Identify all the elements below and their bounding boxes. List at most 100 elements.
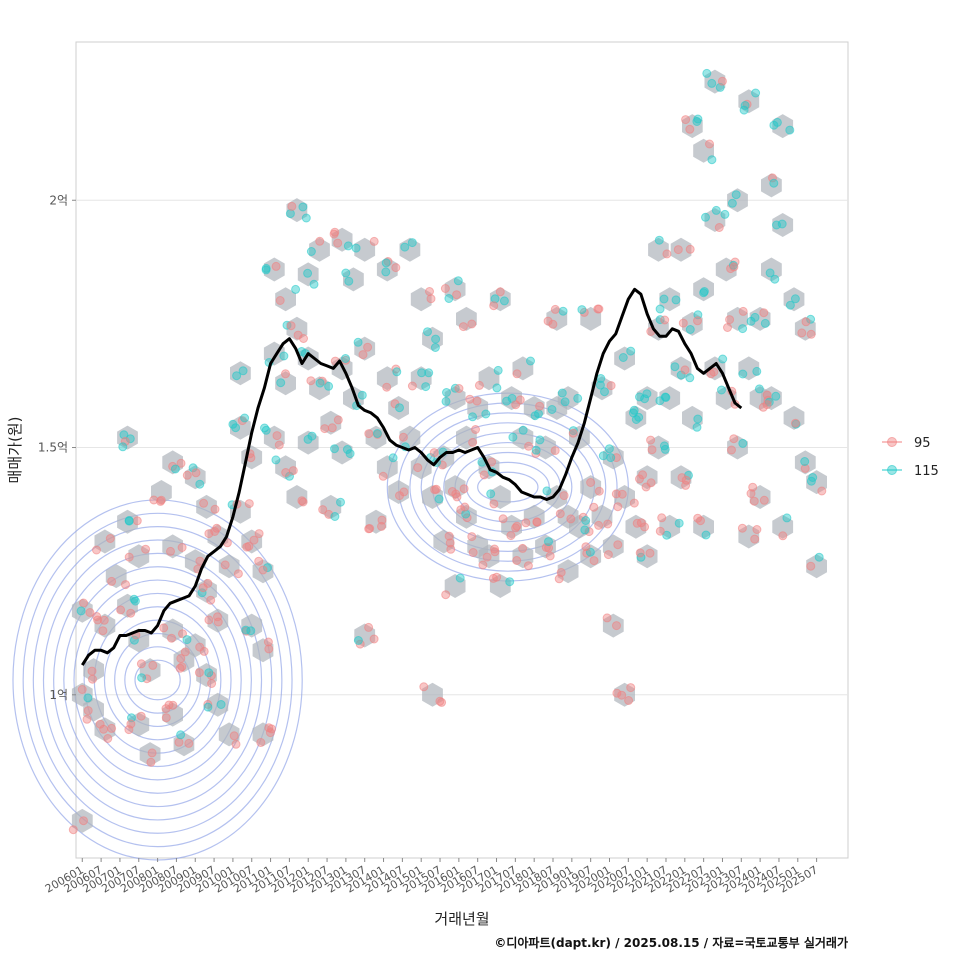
hexbin — [523, 504, 545, 529]
trend-line — [81, 287, 743, 666]
point-115 — [232, 371, 242, 381]
point-95 — [748, 482, 758, 492]
point-95 — [132, 516, 142, 526]
hexbin — [275, 287, 296, 312]
point-95 — [184, 738, 194, 748]
point-115 — [642, 389, 652, 399]
hexbin — [794, 450, 816, 475]
point-115 — [83, 693, 93, 703]
hexbin — [252, 722, 274, 747]
hexbin — [602, 445, 624, 470]
point-115 — [216, 700, 226, 709]
point-115 — [530, 411, 540, 421]
hexbin — [410, 455, 432, 480]
point-95 — [382, 382, 392, 392]
y-axis-title: 매매가(원) — [6, 417, 24, 484]
point-95 — [275, 296, 285, 305]
point-115 — [417, 368, 427, 378]
y-axis-ticks: 1억 1.5억 2억 — [38, 193, 76, 702]
point-95 — [156, 496, 165, 506]
hexbin — [512, 356, 534, 381]
point-95 — [413, 463, 423, 473]
point-95 — [194, 668, 204, 678]
point-115 — [692, 422, 702, 432]
point-115 — [628, 408, 638, 418]
point-95 — [548, 319, 558, 329]
point-115 — [315, 378, 325, 388]
point-115 — [693, 114, 703, 124]
point-115 — [195, 479, 205, 489]
point-95 — [635, 548, 645, 558]
point-115 — [129, 594, 139, 604]
point-95 — [468, 548, 478, 557]
hexbin — [489, 574, 511, 598]
point-115 — [544, 537, 553, 547]
point-95 — [79, 816, 88, 826]
point-95 — [121, 580, 130, 590]
legend-key-95-dot — [887, 437, 897, 447]
point-95 — [606, 381, 616, 391]
point-95 — [207, 679, 217, 688]
hexbin — [682, 311, 703, 336]
point-115 — [655, 304, 665, 314]
point-95 — [254, 529, 264, 539]
point-95 — [254, 556, 264, 566]
point-115 — [400, 242, 410, 252]
point-95 — [759, 495, 769, 505]
point-95 — [612, 688, 622, 698]
point-95 — [800, 463, 810, 473]
hexbin — [117, 509, 138, 534]
point-115 — [423, 327, 432, 337]
point-95 — [213, 617, 223, 627]
point-115 — [381, 258, 391, 268]
point-95 — [333, 415, 343, 425]
point-95 — [655, 526, 665, 536]
hexbin — [806, 470, 827, 495]
point-115 — [481, 409, 491, 419]
point-115 — [785, 300, 795, 310]
point-95 — [602, 613, 612, 623]
point-95 — [206, 595, 216, 605]
point-95 — [490, 544, 499, 554]
point-95 — [458, 322, 468, 332]
hexbin — [354, 237, 376, 262]
point-115 — [580, 525, 590, 535]
legend-label-95: 95 — [914, 436, 931, 451]
point-95 — [320, 424, 330, 434]
point-115 — [772, 220, 781, 230]
point-95 — [445, 538, 455, 548]
hexbin — [456, 504, 477, 529]
point-115 — [388, 453, 398, 463]
point-95 — [468, 437, 478, 447]
point-95 — [646, 435, 656, 445]
point-95 — [727, 445, 736, 455]
point-95 — [454, 384, 464, 393]
point-95 — [68, 825, 78, 835]
hexbin — [670, 237, 692, 262]
point-95 — [617, 690, 627, 700]
point-95 — [681, 475, 691, 485]
point-95 — [465, 394, 475, 404]
point-95 — [191, 468, 201, 478]
point-95 — [452, 290, 462, 300]
hexbin — [489, 485, 511, 509]
point-95 — [199, 498, 209, 508]
point-95 — [220, 560, 230, 570]
point-95 — [272, 431, 282, 441]
hexbin — [241, 529, 263, 554]
point-95 — [258, 565, 268, 575]
point-95 — [586, 478, 596, 487]
point-115 — [279, 351, 289, 361]
point-95 — [524, 441, 534, 451]
point-115 — [577, 305, 587, 315]
point-95 — [398, 432, 408, 442]
point-115 — [188, 463, 198, 473]
point-115 — [598, 451, 608, 461]
point-115 — [558, 306, 568, 316]
point-115 — [486, 489, 496, 499]
point-95 — [77, 685, 87, 694]
point-95 — [490, 547, 500, 557]
point-115 — [260, 423, 269, 433]
point-95 — [204, 529, 214, 539]
point-115 — [442, 388, 451, 397]
